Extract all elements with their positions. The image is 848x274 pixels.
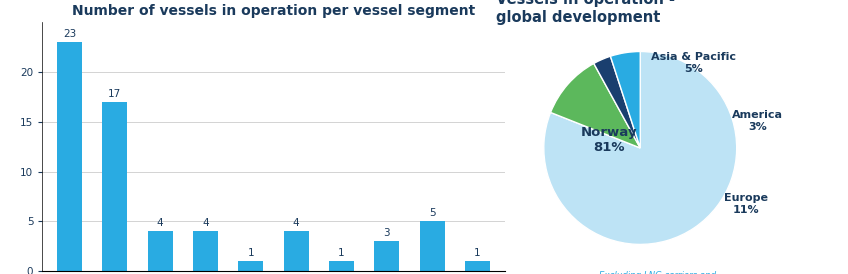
Bar bbox=[329, 261, 354, 271]
Text: 23: 23 bbox=[63, 29, 76, 39]
Text: Norway
81%: Norway 81% bbox=[581, 126, 638, 154]
Wedge shape bbox=[594, 56, 640, 148]
Text: 5: 5 bbox=[429, 209, 435, 218]
Text: 1: 1 bbox=[248, 248, 254, 258]
Text: Vessels in operation -
global development: Vessels in operation - global developmen… bbox=[495, 0, 674, 25]
Wedge shape bbox=[550, 64, 640, 148]
Text: 17: 17 bbox=[109, 89, 121, 99]
Bar bbox=[148, 231, 173, 271]
Bar bbox=[420, 221, 444, 271]
Text: 4: 4 bbox=[157, 218, 164, 228]
Bar bbox=[374, 241, 399, 271]
Wedge shape bbox=[611, 52, 640, 148]
Text: Asia & Pacific
5%: Asia & Pacific 5% bbox=[650, 52, 736, 74]
Text: 1: 1 bbox=[474, 248, 481, 258]
Bar bbox=[238, 261, 263, 271]
Text: 4: 4 bbox=[202, 218, 209, 228]
Text: 4: 4 bbox=[293, 218, 299, 228]
Bar bbox=[284, 231, 309, 271]
Bar bbox=[193, 231, 218, 271]
Text: 1: 1 bbox=[338, 248, 345, 258]
Wedge shape bbox=[544, 52, 737, 244]
Title: Number of vessels in operation per vessel segment: Number of vessels in operation per vesse… bbox=[72, 4, 475, 18]
Text: 3: 3 bbox=[383, 228, 390, 238]
Bar bbox=[57, 42, 82, 271]
Text: Excluding LNG carriers and
inland waterway vessels: Excluding LNG carriers and inland waterw… bbox=[599, 272, 717, 274]
Bar bbox=[103, 102, 127, 271]
Text: America
3%: America 3% bbox=[733, 110, 784, 132]
Text: Europe
11%: Europe 11% bbox=[724, 193, 768, 215]
Bar bbox=[465, 261, 490, 271]
